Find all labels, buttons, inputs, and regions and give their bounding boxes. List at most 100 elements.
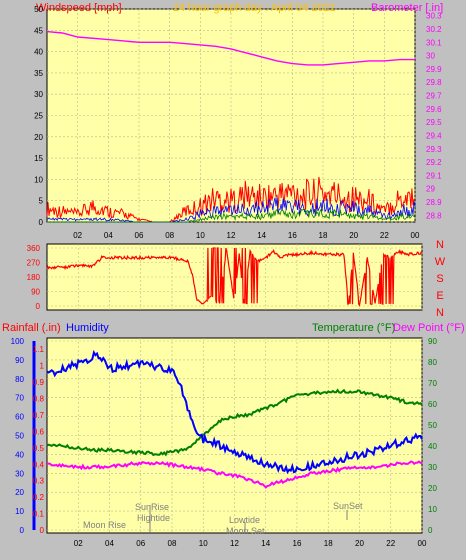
time-tick-label: 06 (136, 539, 145, 548)
humidity-tick-label: 30 (15, 469, 24, 478)
temperature-tick-label: 40 (428, 442, 437, 451)
rain-tick-label: 1 (40, 362, 45, 371)
barometer-tick-label: 29.7 (426, 92, 442, 101)
humidity-tick-label: 50 (15, 432, 24, 441)
time-tick-label: 08 (168, 539, 177, 548)
compass-label: E (436, 290, 443, 302)
humidity-tick-label: 10 (15, 507, 24, 516)
rain-tick-label: 0.9 (33, 378, 45, 387)
time-tick-label: 00 (411, 231, 420, 240)
wind-tick-label: 35 (34, 69, 43, 78)
wind-tick-label: 0 (39, 218, 44, 227)
sunrise-label: SunRise (135, 502, 169, 512)
temperature-tick-label: 30 (428, 463, 437, 472)
time-tick-label: 06 (135, 231, 144, 240)
wind-tick-label: 50 (34, 5, 43, 14)
temperature-axis-label: Temperature (°F) (312, 322, 395, 334)
time-tick-label: 02 (74, 539, 83, 548)
wind-direction-line (46, 247, 423, 307)
temperature-tick-label: 80 (428, 358, 437, 367)
dewpoint-line (46, 460, 423, 489)
time-tick-label: 14 (257, 231, 266, 240)
barometer-tick-label: 30.2 (426, 25, 442, 34)
time-tick-label: 14 (261, 539, 270, 548)
rainfall-axis-label: Rainfall (.in) (2, 322, 61, 334)
barometer-tick-label: 30 (426, 52, 435, 61)
direction-tick-label: 360 (27, 244, 41, 253)
humidity-tick-label: 0 (20, 526, 25, 535)
compass-label: N (436, 307, 444, 319)
barometer-tick-label: 28.8 (426, 211, 442, 220)
barometer-axis-label: Barometer [.in] (371, 2, 443, 14)
time-tick-label: 10 (199, 539, 208, 548)
rain-tick-label: 0.7 (33, 411, 45, 420)
direction-tick-label: 0 (36, 302, 41, 311)
time-tick-label: 16 (288, 231, 297, 240)
wind-tick-label: 25 (34, 112, 43, 121)
barometer-tick-label: 29.4 (426, 131, 442, 140)
barometer-tick-label: 30.1 (426, 38, 442, 47)
wind-tick-label: 10 (34, 175, 43, 184)
sunset-label: SunSet (333, 501, 363, 511)
barometer-tick-label: 29.6 (426, 105, 442, 114)
temperature-tick-label: 90 (428, 337, 437, 346)
temperature-tick-label: 50 (428, 421, 437, 430)
barometer-tick-label: 28.9 (426, 198, 442, 207)
rain-tick-label: 0.2 (33, 493, 45, 502)
direction-tick-label: 180 (27, 273, 41, 282)
time-tick-label: 22 (380, 231, 389, 240)
barometer-tick-label: 29.5 (426, 118, 442, 127)
humidity-line (46, 349, 423, 475)
time-tick-label: 04 (104, 231, 113, 240)
wind-tick-label: 40 (34, 48, 43, 57)
humidity-tick-label: 70 (15, 394, 24, 403)
humidity-tick-label: 40 (15, 450, 24, 459)
time-tick-label: 16 (293, 539, 302, 548)
time-tick-label: 04 (105, 539, 114, 548)
barometer-line (46, 30, 415, 66)
wind-tick-label: 45 (34, 26, 43, 35)
rain-tick-label: 0.6 (33, 427, 45, 436)
temperature-tick-label: 70 (428, 379, 437, 388)
wind-average-line (47, 208, 416, 223)
rain-tick-label: 1.1 (33, 345, 45, 354)
dewpoint-axis-label: Dew Point (°F) (393, 322, 465, 334)
compass-label: S (436, 273, 443, 285)
moonrise-label: Moon Rise (83, 520, 126, 530)
rain-tick-label: 0 (40, 526, 45, 535)
wind-tick-label: 30 (34, 90, 43, 99)
humidity-tick-label: 80 (15, 375, 24, 384)
humidity-tick-label: 100 (11, 337, 25, 346)
barometer-tick-label: 29.9 (426, 65, 442, 74)
hightide-label: Hightide (137, 513, 170, 523)
temperature-tick-label: 60 (428, 400, 437, 409)
wind-tick-label: 5 (39, 197, 44, 206)
time-tick-label: 18 (324, 539, 333, 548)
wind-tick-label: 20 (34, 133, 43, 142)
temperature-tick-label: 20 (428, 484, 437, 493)
temperature-tick-label: 10 (428, 505, 437, 514)
wind-tick-label: 15 (34, 154, 43, 163)
barometer-tick-label: 30.3 (426, 12, 442, 21)
barometer-tick-label: 29.1 (426, 171, 442, 180)
humidity-tick-label: 90 (15, 356, 24, 365)
windspeed-axis-label: Windspeed [mph] (36, 2, 122, 14)
humidity-axis-label: Humidity (66, 322, 109, 334)
time-tick-label: 20 (355, 539, 364, 548)
barometer-tick-label: 29.2 (426, 158, 442, 167)
rain-tick-label: 0.1 (33, 510, 45, 519)
moonset-label: Moon Set (226, 526, 265, 536)
lowtide-label: Lowtide (229, 515, 260, 525)
time-tick-label: 20 (349, 231, 358, 240)
temperature-line (46, 388, 423, 457)
time-tick-label: 18 (319, 231, 328, 240)
rain-tick-label: 0.8 (33, 395, 45, 404)
direction-tick-label: 270 (27, 259, 41, 268)
temperature-tick-label: 0 (428, 526, 433, 535)
time-tick-label: 00 (418, 539, 427, 548)
rain-tick-label: 0.3 (33, 477, 45, 486)
rain-tick-label: 0.5 (33, 444, 45, 453)
barometer-tick-label: 29.8 (426, 78, 442, 87)
